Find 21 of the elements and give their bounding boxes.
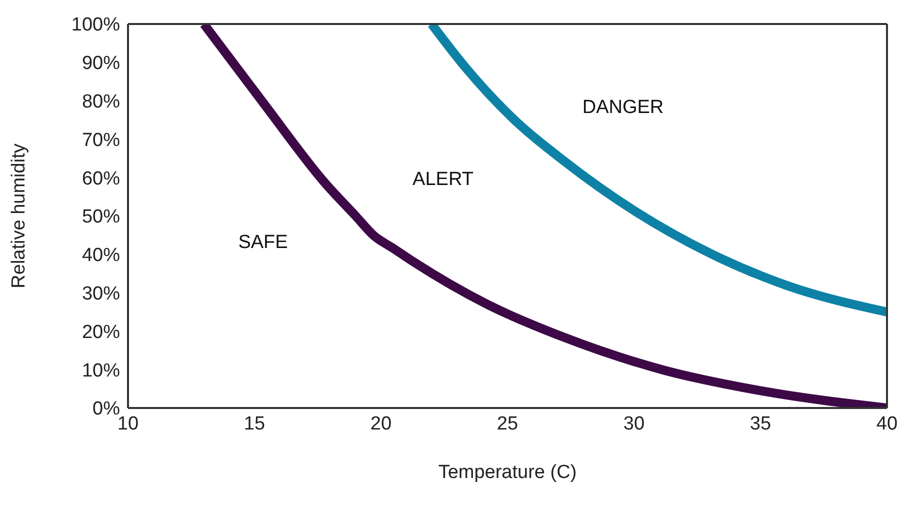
annotation: ALERT [412, 169, 474, 191]
y-tick-label: 90% [82, 53, 120, 74]
y-axis-title: Relative humidity [8, 143, 30, 288]
y-tick-label: 70% [82, 130, 120, 151]
x-tick-label: 35 [750, 413, 772, 434]
x-tick-label: 20 [370, 413, 392, 434]
x-axis-title: Temperature (C) [438, 462, 577, 483]
y-tick-label: 40% [82, 245, 120, 266]
annotation: SAFE [238, 232, 288, 254]
x-tick-label: 40 [876, 413, 898, 434]
y-tick-label: 10% [82, 360, 120, 382]
y-tick-label: 100% [71, 14, 120, 36]
y-tick-label: 50% [82, 206, 120, 228]
y-tick-label: 20% [82, 322, 120, 343]
x-tick-label: 25 [496, 413, 518, 434]
x-tick-label: 30 [623, 413, 645, 434]
x-tick-label: 15 [244, 413, 266, 434]
annotation: DANGER [582, 97, 664, 119]
y-tick-label: 60% [82, 168, 120, 190]
y-tick-label: 30% [82, 284, 120, 305]
y-tick-label: 80% [82, 92, 120, 113]
